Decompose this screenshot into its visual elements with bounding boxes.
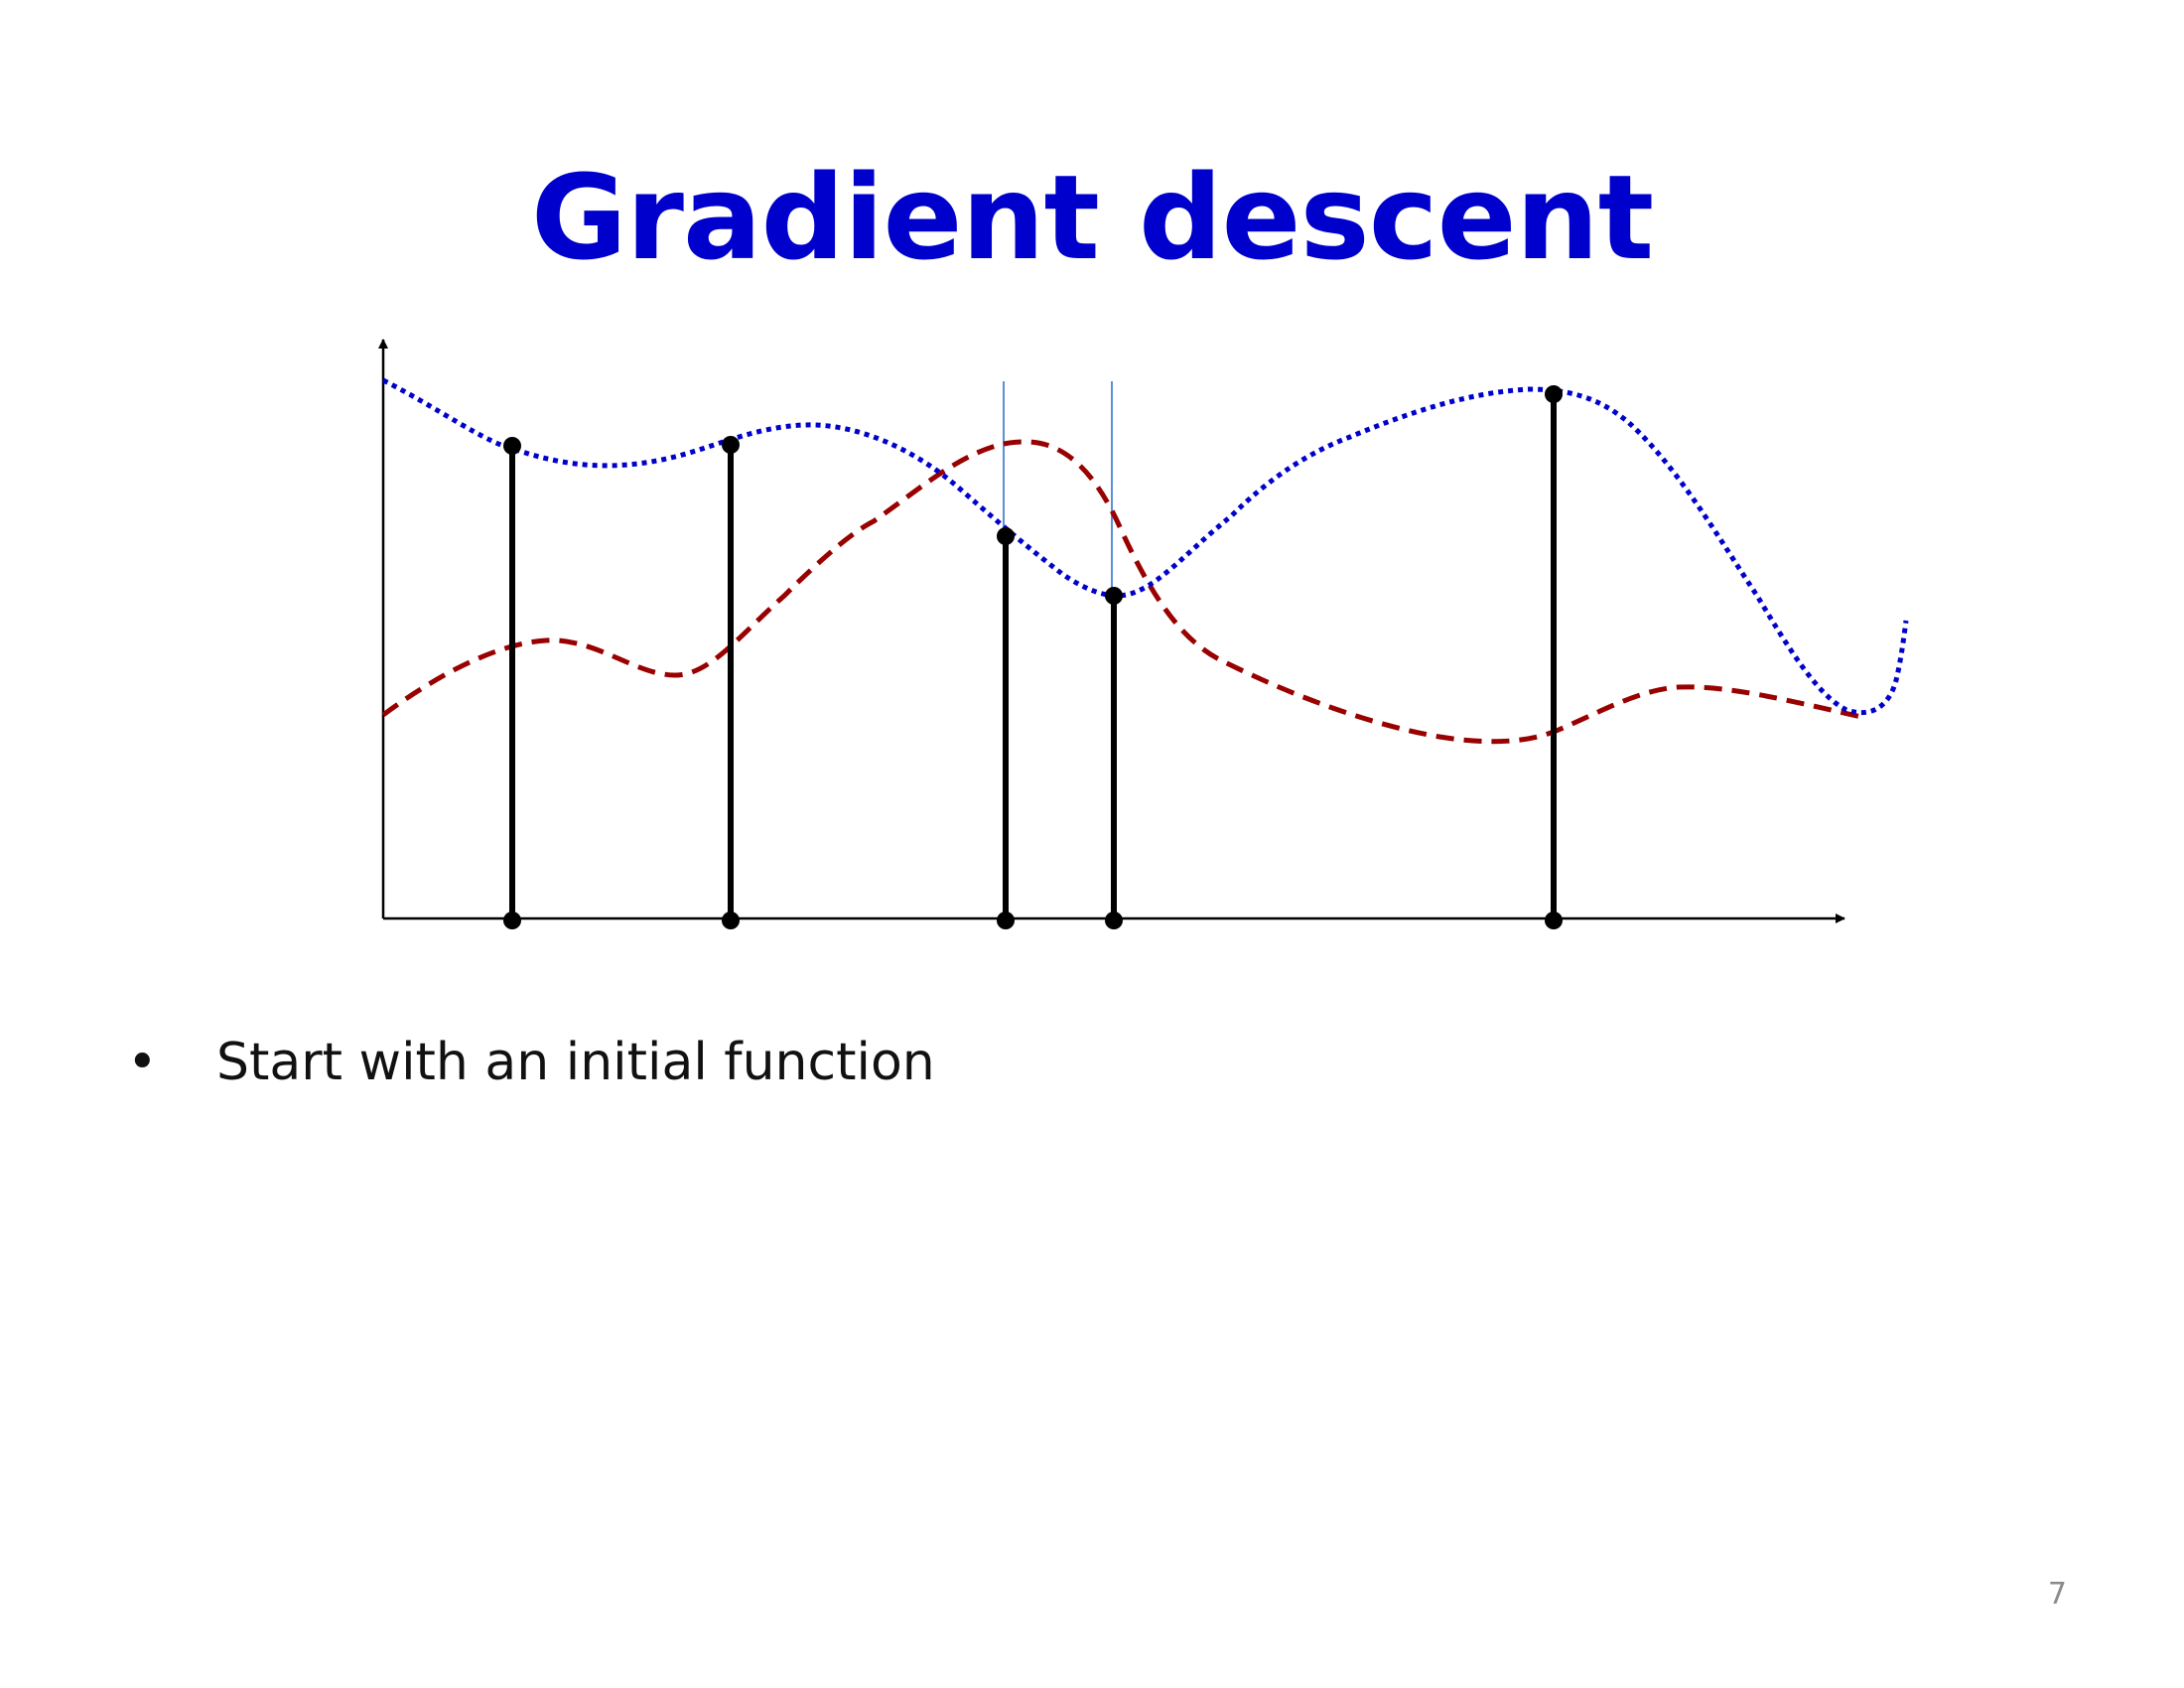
sample-value-dot	[1105, 587, 1123, 605]
sample-stem-5	[1545, 385, 1563, 929]
sample-base-dot	[1545, 912, 1563, 929]
sample-base-dot	[503, 912, 521, 929]
bullet-item: • Start with an initial function	[127, 1033, 935, 1092]
sample-value-dot	[722, 436, 740, 454]
sample-value-dot	[997, 527, 1015, 545]
slide-title: Gradient descent	[530, 149, 1654, 286]
model-function-curve	[381, 439, 1862, 745]
sample-stem-3	[997, 527, 1015, 929]
bullet-text: Start with an initial function	[216, 1033, 935, 1092]
page-number: 7	[2047, 1577, 2067, 1612]
sample-base-dot	[722, 912, 740, 929]
target-function-curve	[381, 377, 1909, 716]
bullet-icon: •	[127, 1033, 158, 1092]
sample-base-dot	[1105, 912, 1123, 929]
sample-stem-2	[722, 436, 740, 929]
function-diagram	[378, 339, 1909, 929]
sample-base-dot	[997, 912, 1015, 929]
sample-value-dot	[503, 437, 521, 455]
sample-value-dot	[1545, 385, 1563, 403]
sample-stem-1	[503, 437, 521, 929]
sample-stem-4	[1105, 587, 1123, 929]
